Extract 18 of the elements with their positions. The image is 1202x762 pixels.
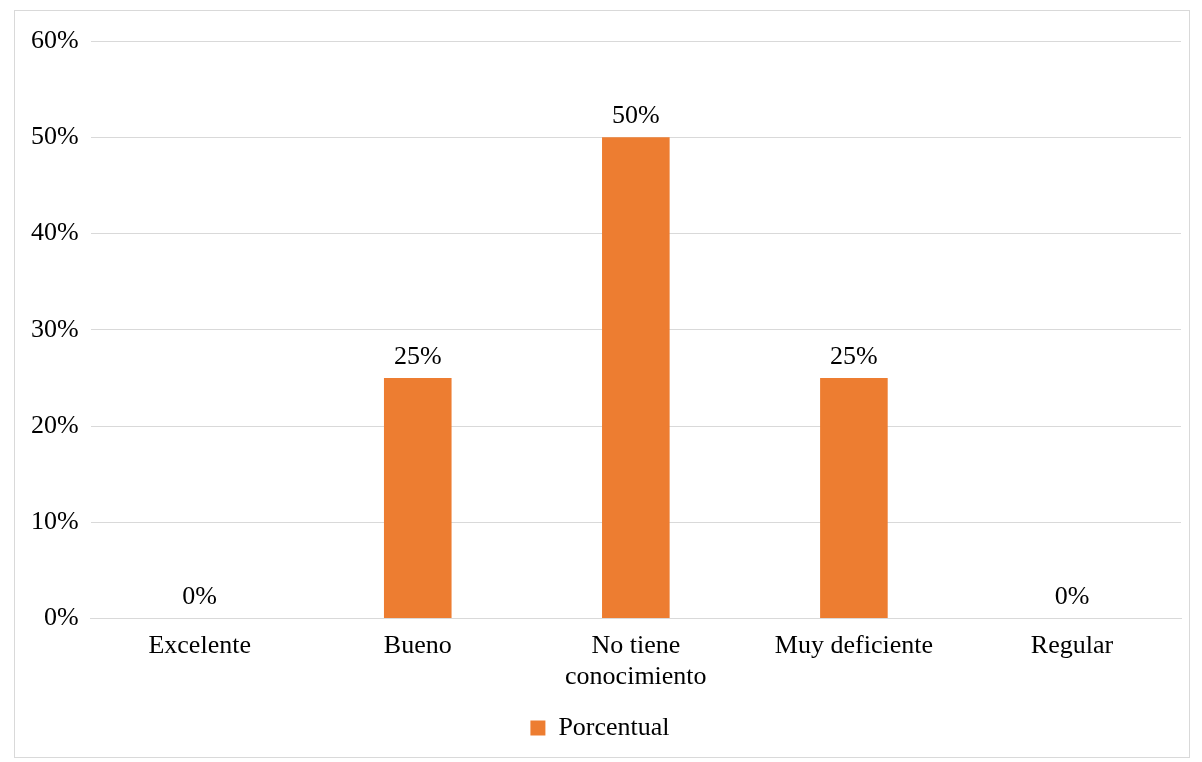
x-tick-label: No tiene conocimiento: [565, 630, 707, 691]
data-label: 0%: [1054, 581, 1090, 611]
y-tick-label: 0%: [43, 602, 79, 632]
data-label: 25%: [830, 340, 878, 370]
x-tick-label: Excelente: [148, 630, 251, 660]
y-tick-label: 60%: [30, 24, 79, 54]
legend-label: Porcentual: [558, 711, 670, 741]
data-label: 25%: [393, 340, 442, 370]
y-tick-label: 10%: [30, 506, 79, 536]
x-tick-label: Regular: [1030, 630, 1114, 660]
data-label: 0%: [182, 581, 218, 611]
y-tick-label: 50%: [30, 121, 79, 151]
y-tick-label: 40%: [30, 217, 79, 247]
data-label: 50%: [611, 100, 660, 130]
x-tick-label: Muy deficiente: [774, 630, 933, 660]
y-tick-label: 20%: [30, 409, 79, 439]
x-tick-label: Bueno: [383, 630, 452, 660]
y-tick-label: 30%: [30, 313, 79, 343]
